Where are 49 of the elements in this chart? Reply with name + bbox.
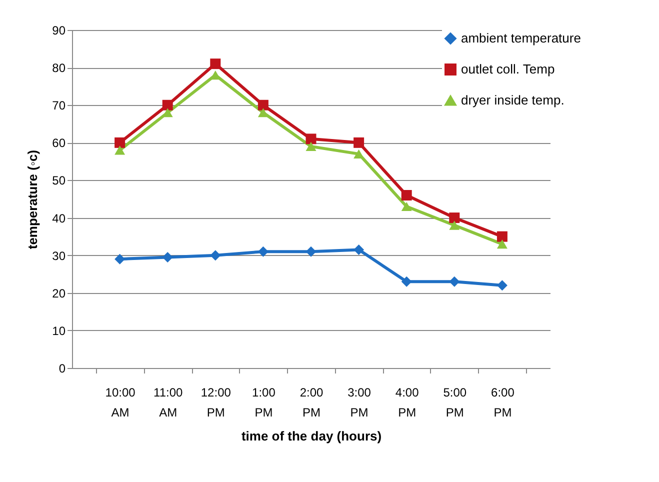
point [162,252,173,262]
point [162,100,173,110]
point [496,280,508,291]
x-tick-label: 1:00 PM [252,386,276,420]
y-tick-label: 30 [52,248,66,263]
point [258,246,268,257]
point [306,134,316,144]
x-tick-label: 3:00 PM [348,386,372,420]
y-axis-title: temperature (◦c) [25,150,40,250]
y-tick-label: 10 [52,324,66,338]
point [210,250,221,261]
point [354,149,364,158]
point [449,276,460,287]
legend-label: ambient temperature [461,30,581,46]
point [449,212,460,224]
y-tick-label: 50 [52,174,66,188]
legend-label: dryer inside temp. [461,92,564,108]
x-axis-title: time of the day (hours) [241,428,382,444]
point [449,220,460,230]
point [258,108,268,118]
point [258,100,268,110]
point [401,202,412,212]
point [210,58,221,70]
y-tick-label: 0 [58,362,66,376]
x-tick-label: 11:00 AM [154,386,183,420]
x-tick-label: 10:00 AM [105,386,136,420]
y-tick-label: 70 [52,98,66,113]
point [354,244,364,255]
legend-label: outlet coll. Temp [461,62,555,76]
x-tick-label: 5:00 PM [443,386,467,420]
x-tick-label: 12:00 PM [200,386,232,420]
point [496,240,508,249]
point [114,137,126,148]
point [354,137,364,148]
point [496,231,508,242]
x-tick-label: 4:00 PM [395,386,420,420]
point [114,146,126,155]
x-tick-label: 6:00 PM [491,386,515,420]
y-tick-label: 40 [52,211,66,226]
y-tick-label: 20 [52,286,66,300]
x-tick-label: 2:00 PM [300,386,324,420]
y-tick-label: 60 [52,136,66,150]
point [306,142,316,151]
point [306,246,316,257]
y-tick-label: 90 [52,24,66,38]
y-tick-label: 80 [52,61,66,76]
point [401,190,412,200]
point [114,254,126,264]
point [401,276,412,287]
